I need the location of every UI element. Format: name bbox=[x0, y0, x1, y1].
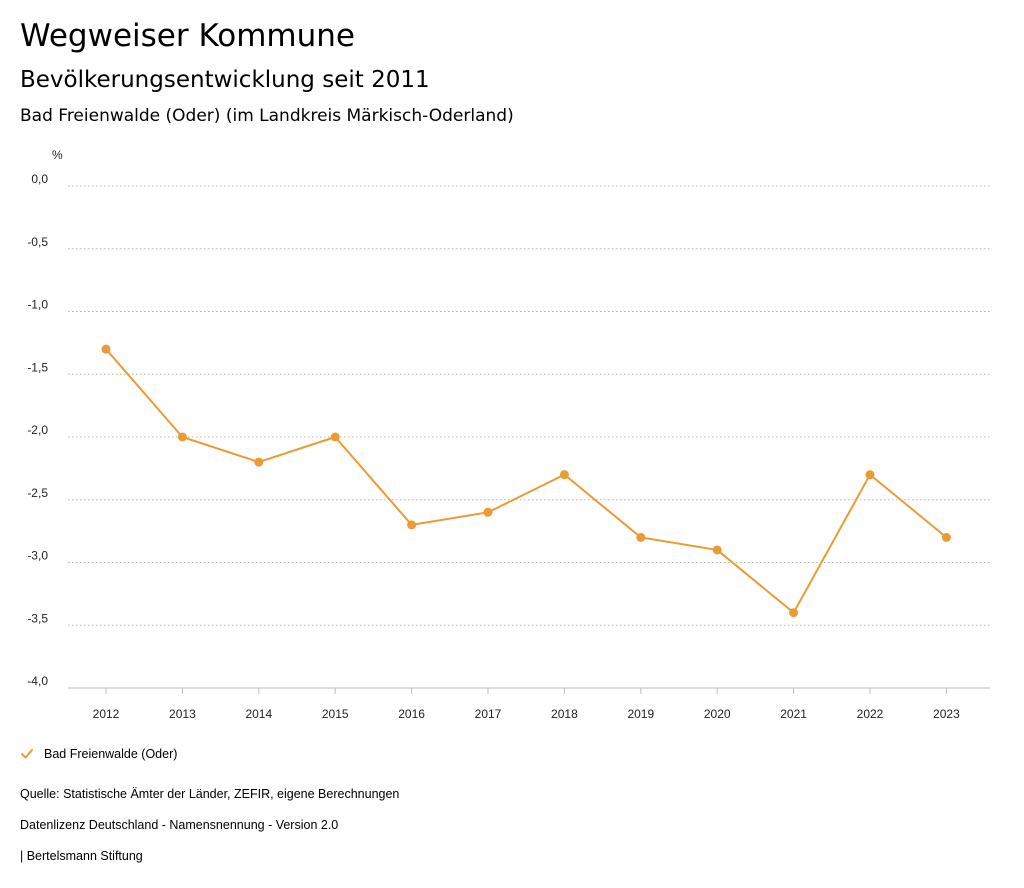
legend-item-label: Bad Freienwalde (Oder) bbox=[44, 747, 178, 761]
y-tick-label: 0,0 bbox=[31, 172, 48, 186]
x-tick-label: 2013 bbox=[169, 707, 196, 721]
x-tick-label: 2023 bbox=[933, 707, 960, 721]
license-note: Datenlizenz Deutschland - Namensnennung … bbox=[20, 818, 339, 832]
y-tick-label: -3,5 bbox=[27, 611, 48, 625]
x-tick-label: 2019 bbox=[627, 707, 654, 721]
data-point[interactable] bbox=[941, 532, 951, 542]
data-point[interactable] bbox=[865, 470, 875, 480]
x-axis: 2012 2013 2014 2015 2016 2017 2018 2019 2020 2021… bbox=[93, 688, 960, 721]
data-point[interactable] bbox=[407, 520, 417, 530]
x-tick-label: 2020 bbox=[704, 707, 731, 721]
data-point[interactable] bbox=[483, 507, 493, 517]
x-tick-label: 2018 bbox=[551, 707, 578, 721]
y-axis-ticks: 0,0 -0,5 -1,0 -1,5 -2,0 -2,5 -3,0 -3,5 -4,0 bbox=[27, 172, 48, 688]
y-axis-unit: % bbox=[52, 148, 63, 162]
source-note: Quelle: Statistische Ämter der Länder, Z… bbox=[20, 787, 400, 801]
x-tick-label: 2022 bbox=[857, 707, 884, 721]
x-tick-label: 2015 bbox=[322, 707, 349, 721]
y-tick-label: -0,5 bbox=[27, 235, 48, 249]
y-tick-label: -2,0 bbox=[27, 423, 48, 437]
x-tick-label: 2012 bbox=[93, 707, 120, 721]
series-line bbox=[105, 348, 948, 614]
x-tick-label: 2014 bbox=[245, 707, 272, 721]
legend-check-icon bbox=[21, 749, 33, 759]
data-point[interactable] bbox=[559, 470, 569, 480]
x-tick-label: 2017 bbox=[475, 707, 502, 721]
y-tick-label: -1,5 bbox=[27, 360, 48, 374]
y-tick-label: -2,5 bbox=[27, 486, 48, 500]
data-point[interactable] bbox=[330, 432, 340, 442]
x-tick-label: 2021 bbox=[780, 707, 807, 721]
data-point[interactable] bbox=[177, 432, 187, 442]
legend[interactable]: Bad Freienwalde (Oder) bbox=[20, 744, 177, 764]
chart-subtitle: Bevölkerungsentwicklung seit 2011 bbox=[20, 67, 430, 93]
data-point[interactable] bbox=[254, 457, 264, 467]
publisher-note: | Bertelsmann Stiftung bbox=[20, 849, 143, 863]
data-point[interactable] bbox=[636, 532, 646, 542]
grid-lines bbox=[68, 185, 990, 689]
x-tick-label: 2016 bbox=[398, 707, 425, 721]
page-title: Wegweiser Kommune bbox=[20, 18, 355, 54]
region-label: Bad Freienwalde (Oder) (im Landkreis Mär… bbox=[20, 106, 514, 126]
y-tick-label: -1,0 bbox=[27, 298, 48, 312]
line-chart: % 0,0 -0,5 -1,0 -1,5 -2,0 -2,5 -3,0 -3,5 -4,0 20… bbox=[27, 148, 990, 721]
y-tick-label: -3,0 bbox=[27, 549, 48, 563]
y-tick-label: -4,0 bbox=[27, 674, 48, 688]
data-point[interactable] bbox=[101, 344, 111, 354]
data-point[interactable] bbox=[789, 608, 799, 618]
data-point[interactable] bbox=[712, 545, 722, 555]
series-group bbox=[101, 344, 951, 618]
